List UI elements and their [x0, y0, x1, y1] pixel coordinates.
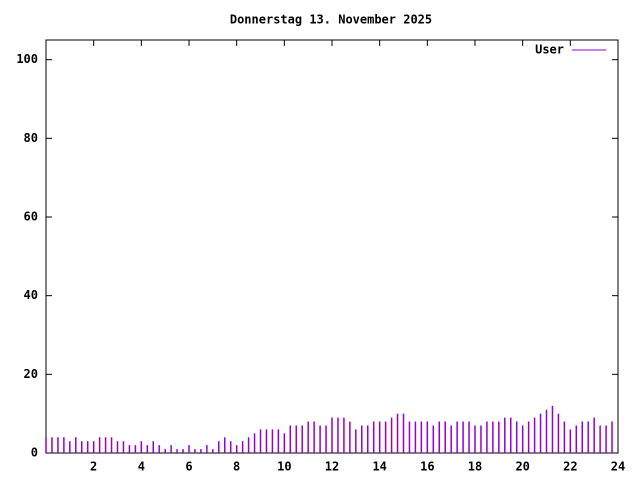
x-tick-label: 24 — [611, 460, 625, 474]
plot-frame — [45, 39, 619, 454]
x-tick-label: 4 — [138, 460, 145, 474]
chart-title: Donnerstag 13. November 2025 — [230, 13, 432, 27]
x-tick-label: 20 — [515, 460, 529, 474]
y-tick-label: 20 — [24, 367, 38, 381]
x-tick-label: 10 — [277, 460, 291, 474]
legend-label: User — [535, 43, 564, 57]
y-tick-label: 100 — [16, 52, 38, 66]
x-tick-label: 8 — [233, 460, 240, 474]
x-tick-label: 2 — [90, 460, 97, 474]
x-tick-label: 18 — [468, 460, 482, 474]
x-tick-label: 12 — [325, 460, 339, 474]
x-tick-label: 14 — [372, 460, 386, 474]
y-tick-label: 40 — [24, 288, 38, 302]
x-tick-label: 16 — [420, 460, 434, 474]
x-tick-label: 6 — [185, 460, 192, 474]
y-tick-label: 60 — [24, 210, 38, 224]
y-tick-label: 0 — [31, 446, 38, 460]
x-tick-label: 22 — [563, 460, 577, 474]
y-tick-label: 80 — [24, 131, 38, 145]
